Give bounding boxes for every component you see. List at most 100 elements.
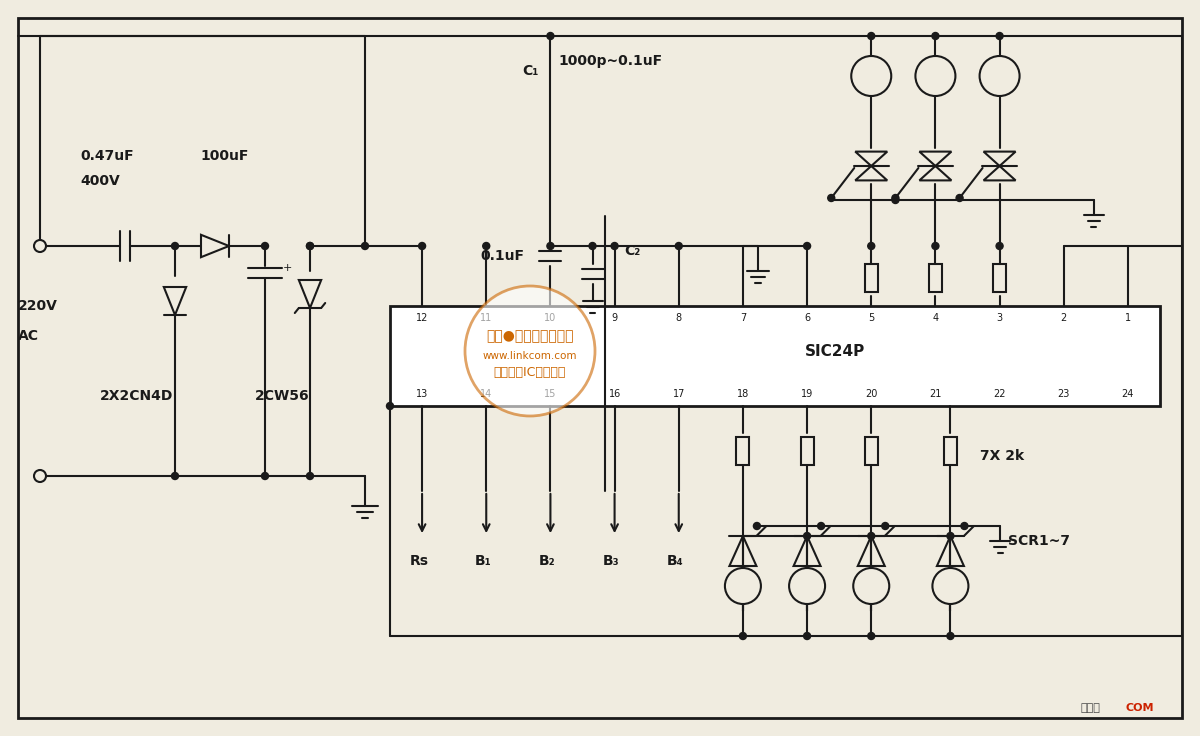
Circle shape xyxy=(956,194,964,202)
Circle shape xyxy=(853,568,889,604)
Text: 18: 18 xyxy=(737,389,749,399)
Text: 1: 1 xyxy=(1124,313,1130,323)
Circle shape xyxy=(172,242,179,250)
Text: 0.1uF: 0.1uF xyxy=(480,249,524,263)
Circle shape xyxy=(868,32,875,40)
Circle shape xyxy=(947,632,954,640)
Circle shape xyxy=(996,242,1003,250)
Circle shape xyxy=(172,473,179,479)
Text: 15: 15 xyxy=(545,389,557,399)
Circle shape xyxy=(996,32,1003,40)
Circle shape xyxy=(419,242,426,250)
Text: 14: 14 xyxy=(480,389,492,399)
Circle shape xyxy=(361,242,368,250)
Text: 21: 21 xyxy=(929,389,942,399)
Bar xyxy=(865,264,877,292)
Bar xyxy=(994,264,1006,292)
Text: Rs: Rs xyxy=(410,554,430,568)
Circle shape xyxy=(979,56,1020,96)
Circle shape xyxy=(851,56,892,96)
Text: 11: 11 xyxy=(480,313,492,323)
Text: 全球最大IC采购网站: 全球最大IC采购网站 xyxy=(494,367,566,380)
Text: 1000p~0.1uF: 1000p~0.1uF xyxy=(558,54,662,68)
Text: C₁: C₁ xyxy=(522,64,539,78)
Circle shape xyxy=(828,194,835,202)
Text: 24: 24 xyxy=(1122,389,1134,399)
Circle shape xyxy=(804,632,810,640)
Text: 13: 13 xyxy=(416,389,428,399)
Text: B₄: B₄ xyxy=(667,554,684,568)
Bar xyxy=(800,437,814,465)
Circle shape xyxy=(739,632,746,640)
Text: 7: 7 xyxy=(739,313,746,323)
Text: 22: 22 xyxy=(994,389,1006,399)
Text: 0.47uF: 0.47uF xyxy=(80,149,133,163)
Circle shape xyxy=(676,242,683,250)
Polygon shape xyxy=(163,287,186,315)
Circle shape xyxy=(932,568,968,604)
Text: 17: 17 xyxy=(672,389,685,399)
Circle shape xyxy=(262,242,269,250)
Text: SIC24P: SIC24P xyxy=(805,344,865,358)
Text: 8: 8 xyxy=(676,313,682,323)
Circle shape xyxy=(868,632,875,640)
Text: +: + xyxy=(283,263,293,273)
Circle shape xyxy=(262,473,269,479)
Circle shape xyxy=(589,242,596,250)
Circle shape xyxy=(916,56,955,96)
Text: 19: 19 xyxy=(800,389,814,399)
Text: 杭州●缝库电子市场网: 杭州●缝库电子市场网 xyxy=(486,329,574,343)
Text: B₂: B₂ xyxy=(539,554,556,568)
Circle shape xyxy=(306,473,313,479)
Circle shape xyxy=(547,242,554,250)
Text: SCR1~7: SCR1~7 xyxy=(1008,534,1070,548)
Text: AC: AC xyxy=(18,329,38,343)
Circle shape xyxy=(868,242,875,250)
Text: 400V: 400V xyxy=(80,174,120,188)
Circle shape xyxy=(790,568,826,604)
Circle shape xyxy=(892,197,899,203)
Circle shape xyxy=(754,523,761,529)
Circle shape xyxy=(804,533,810,539)
Bar xyxy=(865,437,877,465)
Circle shape xyxy=(961,523,968,529)
Text: 4: 4 xyxy=(932,313,938,323)
Text: 3: 3 xyxy=(996,313,1003,323)
Text: 12: 12 xyxy=(416,313,428,323)
Circle shape xyxy=(947,533,954,539)
Bar xyxy=(929,264,942,292)
Circle shape xyxy=(932,242,938,250)
Circle shape xyxy=(868,533,875,539)
Circle shape xyxy=(804,242,810,250)
Bar xyxy=(390,306,1160,406)
Text: 5: 5 xyxy=(868,313,875,323)
Text: C₂: C₂ xyxy=(624,244,641,258)
Text: 20: 20 xyxy=(865,389,877,399)
Bar xyxy=(944,437,956,465)
Text: 220V: 220V xyxy=(18,299,58,313)
Text: B₁: B₁ xyxy=(474,554,491,568)
Text: 6: 6 xyxy=(804,313,810,323)
Text: 技线图: 技线图 xyxy=(1080,703,1100,713)
Text: B₃: B₃ xyxy=(602,554,619,568)
Circle shape xyxy=(386,403,394,409)
Text: 2X2CN4D: 2X2CN4D xyxy=(100,389,173,403)
Circle shape xyxy=(817,523,824,529)
Circle shape xyxy=(547,32,554,40)
Text: 23: 23 xyxy=(1057,389,1070,399)
Text: www.linkcom.com: www.linkcom.com xyxy=(482,351,577,361)
Circle shape xyxy=(932,32,938,40)
Circle shape xyxy=(882,523,889,529)
Circle shape xyxy=(466,286,595,416)
Polygon shape xyxy=(299,280,322,308)
Text: 7X 2k: 7X 2k xyxy=(980,449,1024,463)
Circle shape xyxy=(306,242,313,250)
Circle shape xyxy=(306,242,313,250)
Text: 16: 16 xyxy=(608,389,620,399)
Text: 10: 10 xyxy=(545,313,557,323)
Text: 100uF: 100uF xyxy=(200,149,248,163)
Text: 2: 2 xyxy=(1061,313,1067,323)
Circle shape xyxy=(482,242,490,250)
Text: 9: 9 xyxy=(612,313,618,323)
Text: 2CW56: 2CW56 xyxy=(256,389,310,403)
